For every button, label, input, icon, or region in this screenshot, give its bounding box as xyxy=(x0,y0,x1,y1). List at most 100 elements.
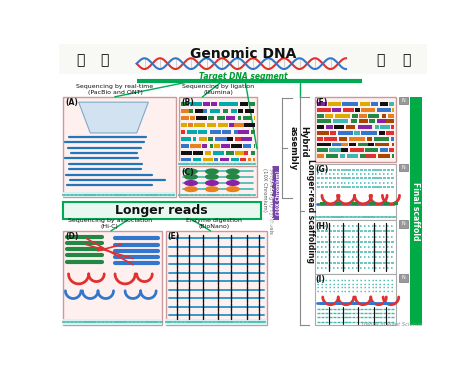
Bar xyxy=(357,125,373,129)
Bar xyxy=(317,131,329,135)
Text: Sequencing by real-time
(PacBio and ONT): Sequencing by real-time (PacBio and ONT) xyxy=(76,84,154,95)
Text: Final scaffold: Final scaffold xyxy=(411,182,420,241)
Bar xyxy=(181,123,187,127)
Bar xyxy=(222,130,231,134)
Bar xyxy=(181,151,192,155)
Text: (E): (E) xyxy=(168,232,180,241)
Bar xyxy=(59,44,427,74)
Bar xyxy=(203,158,213,161)
Bar xyxy=(192,137,196,141)
Bar xyxy=(181,116,190,120)
Bar xyxy=(371,102,378,106)
Text: (B): (B) xyxy=(181,98,194,107)
Bar xyxy=(219,102,230,106)
Bar xyxy=(340,154,345,158)
Bar xyxy=(181,144,190,148)
Bar xyxy=(329,148,341,152)
Bar xyxy=(181,158,191,161)
Bar xyxy=(380,148,388,152)
Bar xyxy=(210,109,220,113)
Bar xyxy=(351,120,357,123)
Bar xyxy=(198,130,207,134)
Bar xyxy=(181,102,190,106)
Bar xyxy=(380,125,390,129)
Bar xyxy=(383,202,389,205)
Text: Sequencing by ligation
(Illumina): Sequencing by ligation (Illumina) xyxy=(182,84,254,95)
Bar xyxy=(391,137,394,141)
Bar xyxy=(210,130,221,134)
Bar xyxy=(315,220,396,274)
Text: N: N xyxy=(401,165,405,170)
Ellipse shape xyxy=(206,181,218,185)
Text: (F): (F) xyxy=(315,98,327,107)
Bar xyxy=(245,151,248,155)
Text: 🌾: 🌾 xyxy=(77,53,85,67)
Bar xyxy=(190,116,195,120)
Bar xyxy=(365,154,376,158)
Bar xyxy=(330,131,336,135)
Text: (D): (D) xyxy=(65,232,79,241)
Bar xyxy=(359,114,367,118)
Bar xyxy=(181,130,185,134)
Bar xyxy=(374,137,389,141)
Bar xyxy=(391,125,394,129)
Bar xyxy=(179,161,257,166)
Bar xyxy=(166,319,267,325)
Bar xyxy=(392,108,394,112)
Text: Sequencing by synthesis
(10X Chromium): Sequencing by synthesis (10X Chromium) xyxy=(270,159,281,227)
Bar xyxy=(380,102,388,106)
Text: Longer-read scaffolding: Longer-read scaffolding xyxy=(306,159,315,263)
Bar xyxy=(361,131,377,135)
Bar xyxy=(392,154,394,158)
Bar xyxy=(214,144,220,148)
Bar xyxy=(319,202,325,205)
Bar xyxy=(341,148,347,152)
Bar xyxy=(249,102,255,106)
Bar xyxy=(251,130,255,134)
Bar xyxy=(335,114,350,118)
Bar xyxy=(253,158,255,161)
Bar xyxy=(205,151,211,155)
Bar xyxy=(375,142,390,147)
Ellipse shape xyxy=(206,187,218,191)
Text: (C): (C) xyxy=(181,168,193,176)
Ellipse shape xyxy=(227,175,239,179)
Bar xyxy=(230,144,242,148)
Bar xyxy=(392,202,398,205)
Bar xyxy=(326,154,338,158)
Bar xyxy=(388,114,394,118)
Bar xyxy=(230,109,237,113)
Bar xyxy=(317,102,328,106)
Ellipse shape xyxy=(227,187,239,191)
Bar xyxy=(190,109,193,113)
Bar xyxy=(196,116,207,120)
Bar xyxy=(317,114,324,118)
Text: (I): (I) xyxy=(315,275,325,285)
Text: Sequencing by association
(Hi-C): Sequencing by association (Hi-C) xyxy=(68,218,152,229)
Bar xyxy=(346,125,356,129)
Bar xyxy=(338,131,353,135)
Text: N: N xyxy=(401,221,405,226)
Bar xyxy=(389,148,394,152)
Bar xyxy=(369,302,374,305)
Bar xyxy=(352,114,357,118)
Bar xyxy=(349,137,365,141)
Bar xyxy=(315,274,396,326)
Bar xyxy=(195,109,202,113)
Bar xyxy=(324,137,337,141)
Text: Genomic DNA: Genomic DNA xyxy=(190,47,296,61)
Bar xyxy=(202,144,207,148)
Bar xyxy=(347,154,357,158)
Bar xyxy=(63,97,175,197)
Bar xyxy=(317,154,324,158)
Bar xyxy=(315,164,396,220)
Text: 🥦: 🥦 xyxy=(402,53,410,67)
Bar xyxy=(215,137,227,141)
Bar xyxy=(317,137,323,141)
Bar xyxy=(317,125,324,129)
Bar xyxy=(361,108,375,112)
Bar xyxy=(349,142,356,147)
Bar xyxy=(231,158,239,161)
Bar xyxy=(234,130,237,134)
Bar xyxy=(317,108,330,112)
